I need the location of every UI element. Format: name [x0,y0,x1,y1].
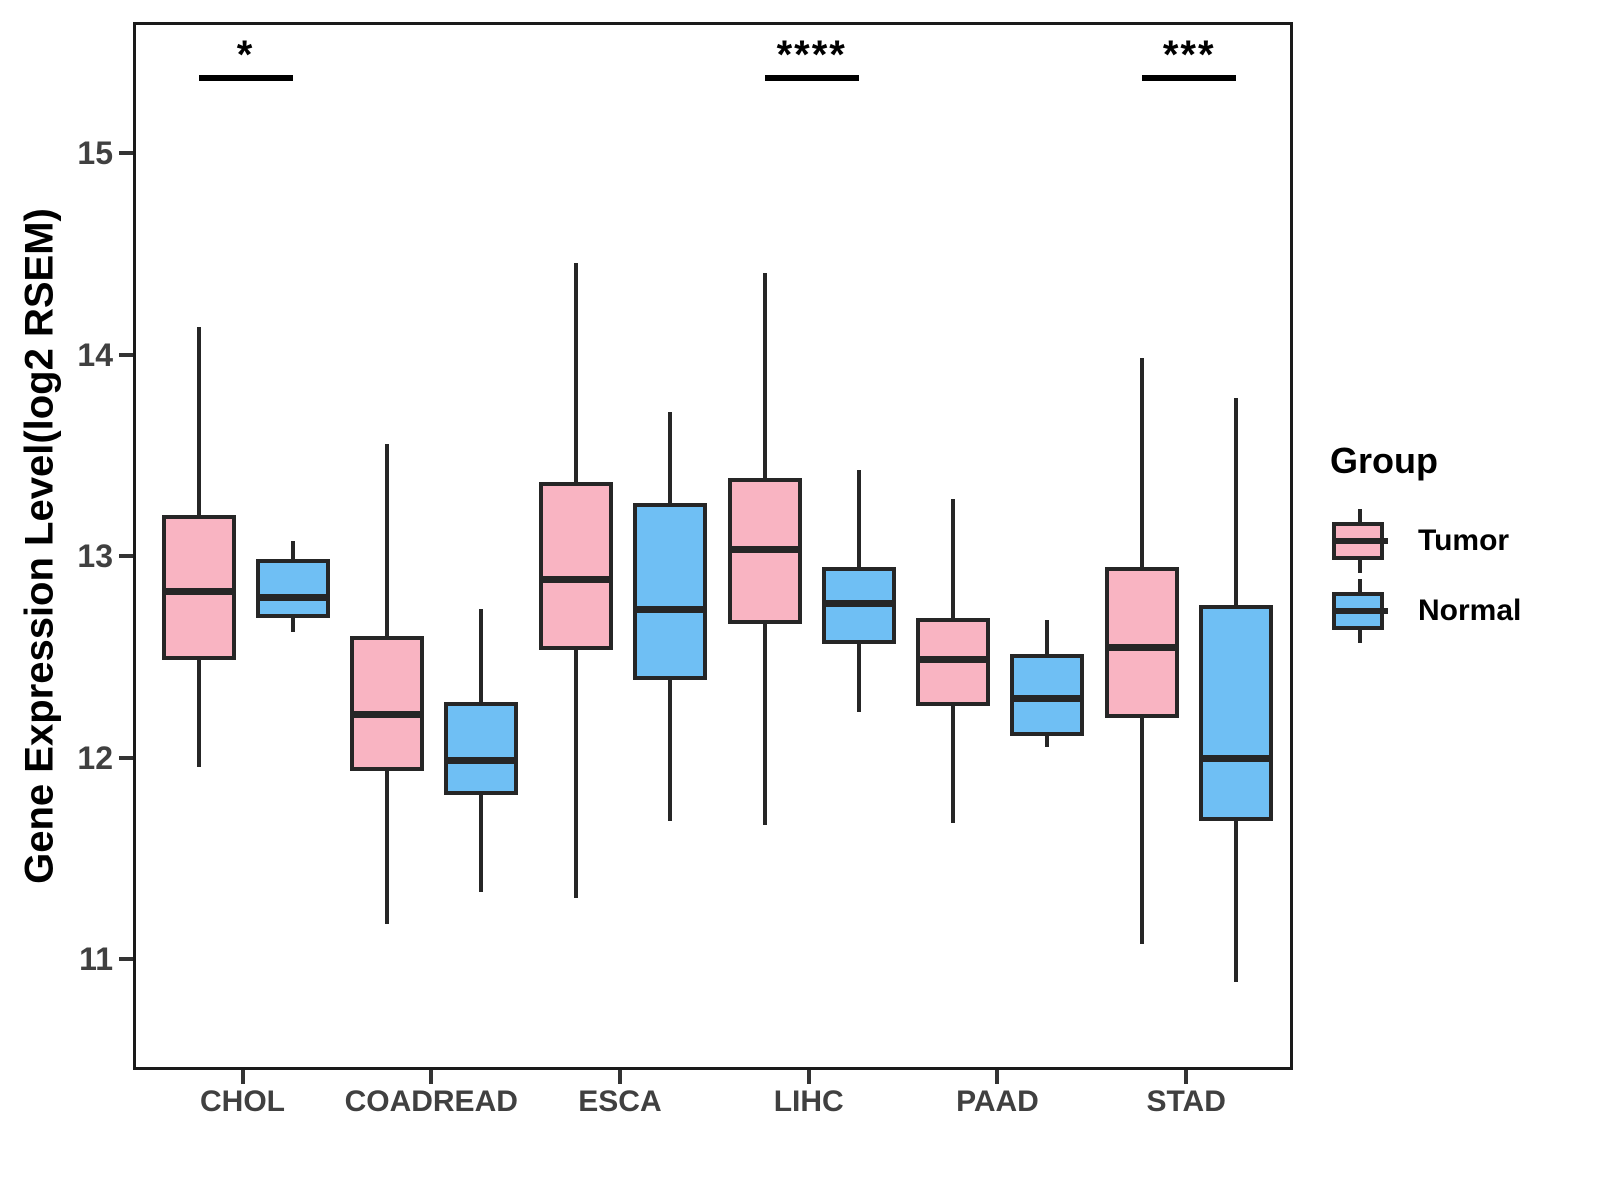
x-tick-label-chol: CHOL [200,1085,285,1118]
box-stad-tumor [1105,567,1180,719]
x-tick-mark [429,1070,434,1084]
x-tick-mark [1184,1070,1189,1084]
box-chol-normal [255,559,330,618]
y-tick-mark [119,755,133,760]
y-tick-label: 15 [77,135,113,171]
x-tick-label-lihc: LIHC [773,1085,844,1118]
y-tick-label: 11 [79,941,113,978]
legend-label-normal: Normal [1418,594,1522,627]
y-tick-mark [119,352,133,357]
box-chol-tumor [161,514,236,660]
y-tick-label: 14 [77,336,113,373]
y-tick-label: 13 [77,538,113,575]
box-chol-tumor-median [161,587,236,595]
y-tick-mark [119,957,133,962]
x-tick-label-esca: ESCA [578,1085,662,1118]
box-lihc-tumor-median [727,545,802,553]
box-coadread-tumor [350,635,425,771]
x-tick-mark [995,1070,1000,1084]
significance-label-lihc: **** [776,33,847,77]
legend-swatch-tumor-icon [1330,509,1390,573]
significance-line-lihc [764,75,859,81]
x-tick-label-paad: PAAD [956,1085,1039,1118]
legend-row-tumor: Tumor [1330,506,1580,576]
x-tick-mark [617,1070,622,1084]
y-tick-label: 12 [77,739,113,776]
significance-label-chol: * [236,33,255,77]
plot-panel: * **** *** [133,22,1293,1070]
legend-label-tumor: Tumor [1418,524,1510,557]
box-coadread-tumor-median [350,710,425,718]
box-esca-tumor-median [538,575,613,583]
x-tick-label-stad: STAD [1146,1085,1226,1118]
box-coadread-normal-median [444,757,519,765]
significance-line-chol [198,75,293,81]
box-stad-normal [1199,605,1274,822]
box-stad-normal-median [1199,755,1274,763]
x-tick-mark [240,1070,245,1084]
x-tick-label-coadread: COADREAD [344,1085,518,1118]
significance-label-stad: *** [1162,33,1216,77]
legend: Group Tumor Normal [1330,440,1580,646]
box-coadread-normal [444,702,519,795]
box-esca-tumor [538,482,613,650]
box-stad-tumor-median [1105,644,1180,652]
x-tick-mark [806,1070,811,1084]
y-tick-mark [119,554,133,559]
box-lihc-normal-median [821,599,896,607]
box-chol-normal-median [255,593,330,601]
legend-title: Group [1330,440,1438,481]
significance-line-stad [1142,75,1237,81]
box-paad-tumor-median [916,656,991,664]
box-esca-normal [632,502,707,680]
legend-row-normal: Normal [1330,576,1580,646]
box-paad-normal-median [1010,694,1085,702]
legend-swatch-normal-icon [1330,579,1390,643]
box-esca-normal-median [632,605,707,613]
y-tick-mark [119,151,133,155]
